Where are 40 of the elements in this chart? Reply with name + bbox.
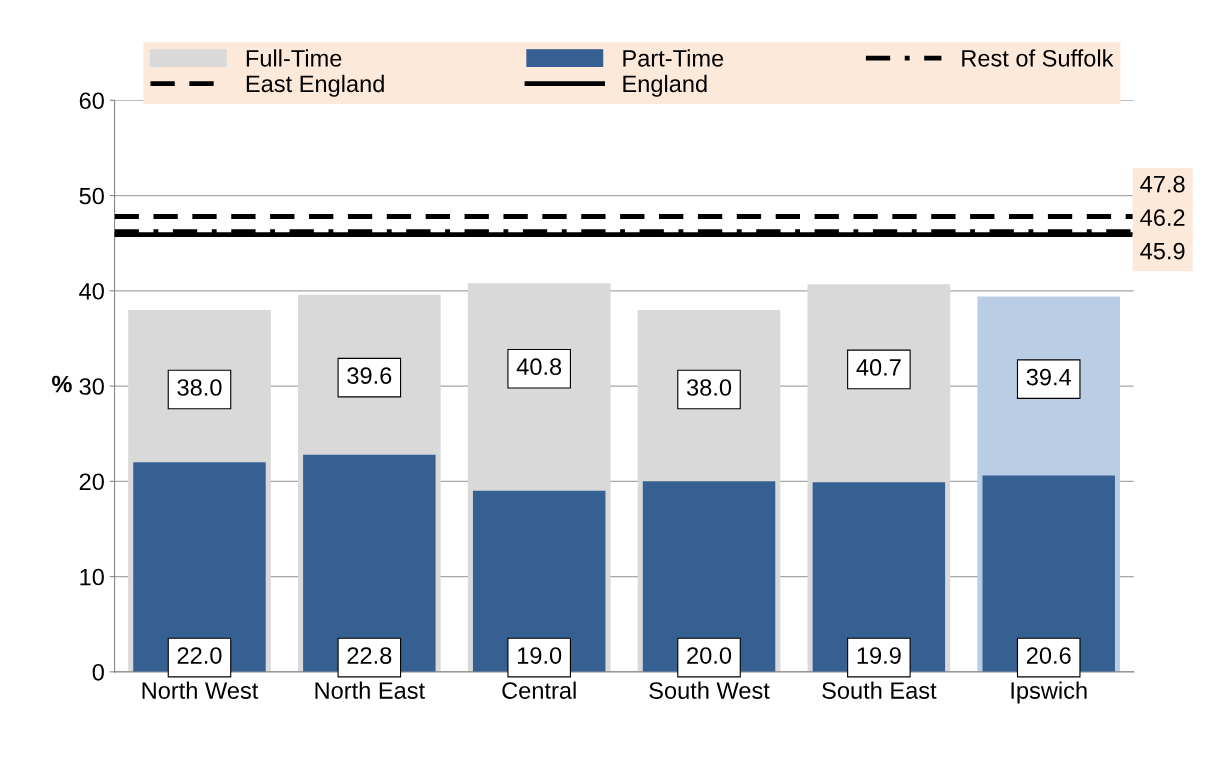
data-label: 20.6 <box>1026 647 1071 664</box>
data-label: 40.7 <box>856 359 901 376</box>
x-tick-label: South West <box>649 681 770 699</box>
legend-label: Part-Time <box>623 49 724 67</box>
data-label: 39.4 <box>1026 368 1072 386</box>
text: 47.8 <box>1140 175 1185 193</box>
x-tick-label: North East <box>315 681 425 699</box>
y-tick-label: 10 <box>80 568 104 586</box>
bar <box>303 454 436 672</box>
data-label: 19.9 <box>857 647 901 664</box>
data-label: 20.0 <box>687 647 732 664</box>
y-tick-label: 40 <box>79 282 104 300</box>
data-label: 22.0 <box>177 647 222 664</box>
text: 45.9 <box>1140 242 1185 260</box>
y-axis-title: % <box>52 375 72 393</box>
bar <box>982 475 1115 672</box>
text: 46.2 <box>1140 209 1185 226</box>
data-label: 38.0 <box>177 379 222 396</box>
data-label: 39.6 <box>347 367 392 384</box>
data-label: 19.0 <box>518 647 562 664</box>
data-label: 38.0 <box>686 379 732 396</box>
y-tick-label: 0 <box>92 663 104 681</box>
x-tick-label: Ipswich <box>1011 681 1087 704</box>
data-label: 22.8 <box>347 647 392 664</box>
legend-label: Rest of Suffolk <box>962 49 1114 67</box>
legend-label: East England <box>246 74 384 97</box>
bar <box>812 482 946 672</box>
y-tick-label: 30 <box>79 378 104 395</box>
bar <box>133 462 266 672</box>
legend-label: England <box>623 74 707 97</box>
data-label: 40.8 <box>516 358 562 376</box>
y-tick-label: 20 <box>79 473 104 491</box>
y-tick-label: 50 <box>79 187 104 205</box>
x-tick-label: North West <box>142 681 259 699</box>
legend-label: Full-Time <box>246 49 342 67</box>
bar <box>642 481 776 672</box>
y-tick-label: 60 <box>79 92 104 110</box>
x-tick-label: Central <box>502 681 576 699</box>
x-tick-label: South East <box>822 681 937 699</box>
bar <box>472 490 606 672</box>
